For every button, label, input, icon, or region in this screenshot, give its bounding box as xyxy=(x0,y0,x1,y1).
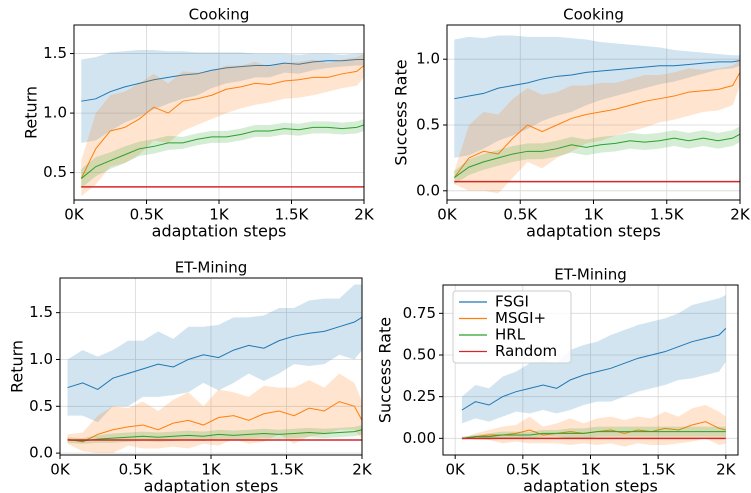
x-tick-label: 1K xyxy=(201,461,222,479)
x-tick-label: 2K xyxy=(352,461,373,479)
y-tick-label: 0.5 xyxy=(416,116,440,134)
series-line xyxy=(461,327,727,411)
axes-frame xyxy=(442,284,739,456)
plot-area xyxy=(67,284,362,454)
legend-label: MSGI+ xyxy=(495,309,546,327)
x-axis-label: adaptation steps xyxy=(526,222,661,241)
y-tick-label: 0.75 xyxy=(403,304,436,322)
error-band xyxy=(454,59,740,194)
y-axis-label: Success Rate xyxy=(376,317,395,423)
y-axis-label: Success Rate xyxy=(392,59,411,165)
series-line xyxy=(67,316,362,391)
error-band xyxy=(461,295,726,424)
series-line xyxy=(67,429,362,442)
x-tick-label: 1K xyxy=(584,206,605,224)
error-band xyxy=(81,50,364,143)
legend-label: HRL xyxy=(495,326,526,344)
y-tick-label: 1.0 xyxy=(29,350,53,368)
error-band xyxy=(67,373,362,454)
x-axis-label: adaptation steps xyxy=(523,477,658,493)
x-tick-label: 1.5K xyxy=(641,461,676,479)
x-tick-label: 0.5K xyxy=(130,206,165,224)
series-line xyxy=(80,65,364,179)
series-line xyxy=(80,124,364,179)
series-line xyxy=(67,401,362,443)
plot-area xyxy=(461,295,727,447)
legend-box xyxy=(452,290,572,364)
y-tick-label: 1.0 xyxy=(416,50,440,68)
series-line xyxy=(453,72,740,178)
y-tick-label: 1.0 xyxy=(43,104,67,122)
axes-frame xyxy=(73,24,365,201)
y-tick-label: 1.5 xyxy=(29,303,53,321)
x-axis-label: adaptation steps xyxy=(152,222,287,241)
legend-label: Random xyxy=(495,342,557,360)
series-line xyxy=(81,59,364,102)
y-axis-label: Return xyxy=(8,340,27,393)
x-tick-label: 2K xyxy=(354,206,375,224)
y-tick-label: 0.00 xyxy=(403,429,436,447)
chart-title: Cooking xyxy=(563,6,624,24)
error-band xyxy=(461,426,726,440)
x-tick-label: 0K xyxy=(437,206,458,224)
chart-title: ET-Mining xyxy=(175,259,248,277)
error-band xyxy=(81,53,364,197)
y-tick-label: 0.50 xyxy=(403,346,436,364)
y-tick-label: 1.5 xyxy=(43,44,67,62)
y-tick-label: 0.5 xyxy=(29,397,53,415)
error-band xyxy=(454,126,740,185)
x-tick-label: 0K xyxy=(445,461,466,479)
x-tick-label: 0K xyxy=(50,461,71,479)
x-tick-label: 1K xyxy=(209,206,230,224)
chart-title: Cooking xyxy=(189,6,250,24)
x-tick-label: 2K xyxy=(716,461,737,479)
error-band xyxy=(81,119,364,189)
y-tick-label: 0.0 xyxy=(29,444,53,462)
x-tick-label: 0.5K xyxy=(503,206,538,224)
x-tick-label: 0.5K xyxy=(119,461,154,479)
series-line xyxy=(454,60,740,100)
chart-title: ET-Mining xyxy=(554,266,627,284)
error-band xyxy=(67,284,362,423)
error-band xyxy=(461,405,726,447)
x-tick-label: 2K xyxy=(730,206,751,224)
plot-area xyxy=(453,35,740,194)
x-tick-label: 1.5K xyxy=(270,461,305,479)
y-tick-label: 0.0 xyxy=(416,181,440,199)
series-line xyxy=(454,133,740,179)
x-axis-label: adaptation steps xyxy=(144,477,279,493)
axes-frame xyxy=(59,277,363,456)
axes-frame xyxy=(446,24,741,201)
y-axis-label: Return xyxy=(22,86,41,139)
plot-area xyxy=(80,50,364,197)
x-tick-label: 0K xyxy=(64,206,85,224)
legend-label: FSGI xyxy=(495,293,529,311)
series-line xyxy=(461,431,726,439)
x-tick-label: 1.5K xyxy=(650,206,685,224)
x-tick-label: 1.5K xyxy=(275,206,310,224)
y-tick-label: 0.5 xyxy=(43,163,67,181)
x-tick-label: 1K xyxy=(581,461,602,479)
y-tick-label: 0.25 xyxy=(403,387,436,405)
x-tick-label: 0.5K xyxy=(506,461,541,479)
